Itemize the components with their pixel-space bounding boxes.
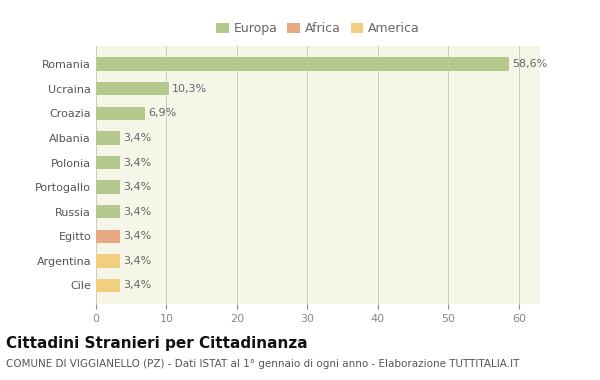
Bar xyxy=(96,131,120,145)
Bar xyxy=(96,254,120,268)
Text: 6,9%: 6,9% xyxy=(148,108,176,118)
Text: 58,6%: 58,6% xyxy=(512,59,548,69)
Bar xyxy=(96,279,120,292)
Text: 10,3%: 10,3% xyxy=(172,84,207,94)
Text: 3,4%: 3,4% xyxy=(124,231,152,241)
Text: Cittadini Stranieri per Cittadinanza: Cittadini Stranieri per Cittadinanza xyxy=(6,336,308,351)
Text: 3,4%: 3,4% xyxy=(124,157,152,168)
Bar xyxy=(96,180,120,194)
Text: 3,4%: 3,4% xyxy=(124,280,152,290)
Text: 3,4%: 3,4% xyxy=(124,182,152,192)
Text: COMUNE DI VIGGIANELLO (PZ) - Dati ISTAT al 1° gennaio di ogni anno - Elaborazion: COMUNE DI VIGGIANELLO (PZ) - Dati ISTAT … xyxy=(6,359,520,369)
Bar xyxy=(96,106,145,120)
Bar xyxy=(96,230,120,243)
Legend: Europa, Africa, America: Europa, Africa, America xyxy=(212,18,424,39)
Bar xyxy=(96,205,120,218)
Text: 3,4%: 3,4% xyxy=(124,133,152,143)
Text: 3,4%: 3,4% xyxy=(124,207,152,217)
Bar xyxy=(96,156,120,169)
Bar xyxy=(96,82,169,95)
Text: 3,4%: 3,4% xyxy=(124,256,152,266)
Bar xyxy=(96,57,509,71)
